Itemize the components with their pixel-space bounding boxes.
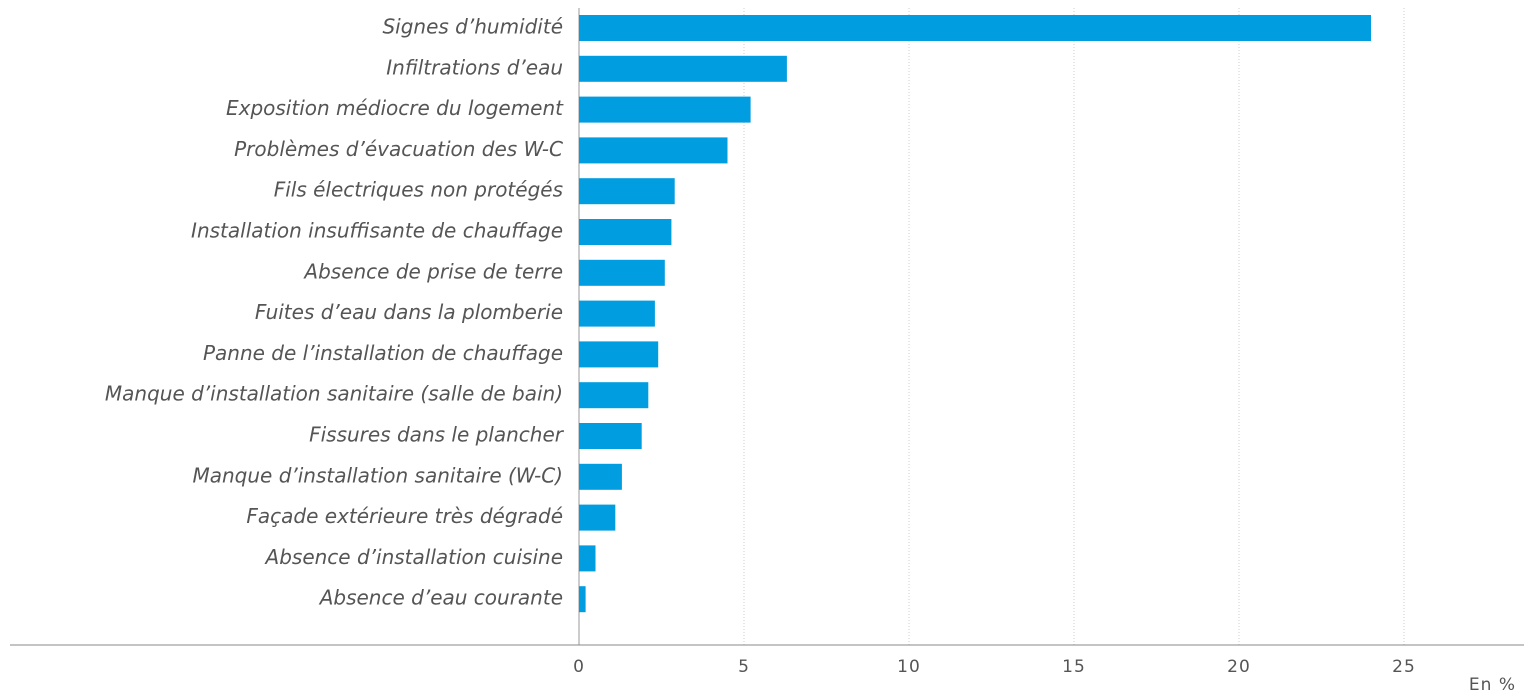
x-tick-label: 10 — [897, 657, 921, 677]
y-tick-label: Manque d’installation sanitaire (W-C) — [192, 463, 563, 487]
y-tick-label: Installation insuffisante de chauffage — [191, 219, 563, 243]
bar — [579, 219, 672, 245]
y-tick-label: Problèmes d’évacuation des W-C — [234, 137, 563, 161]
bar — [579, 96, 751, 123]
y-tick-label: Panne de l’installation de chauffage — [203, 341, 563, 365]
bar — [579, 178, 675, 205]
y-tick-label: Façade extérieure très dégradé — [246, 504, 563, 528]
y-tick-label: Absence de prise de terre — [302, 259, 563, 283]
bar — [579, 545, 596, 572]
y-tick-label: Fuites d’eau dans la plomberie — [255, 300, 563, 324]
y-tick-label: Exposition médiocre du logement — [226, 96, 564, 120]
y-tick-label: Fils électriques non protégés — [274, 178, 563, 202]
y-tick-label: Absence d’installation cuisine — [264, 545, 563, 569]
bar — [579, 15, 1371, 41]
y-tick-label: Fissures dans le plancher — [309, 423, 565, 447]
x-tick-label: 25 — [1392, 657, 1416, 677]
x-tick-label: 5 — [738, 657, 750, 677]
bar — [579, 259, 665, 286]
y-tick-label: Infiltrations d’eau — [386, 55, 563, 79]
x-tick-label: 15 — [1062, 657, 1086, 677]
bar — [579, 586, 586, 613]
bar — [579, 300, 655, 327]
bar — [579, 463, 622, 490]
bar — [579, 341, 659, 368]
bar — [579, 504, 616, 531]
x-axis-label: En % — [1469, 675, 1516, 695]
x-tick-label: 0 — [573, 657, 585, 677]
y-tick-label: Signes d’humidité — [382, 15, 563, 39]
y-tick-label: Manque d’installation sanitaire (salle d… — [105, 382, 563, 406]
bar — [579, 55, 787, 82]
x-tick-label: 20 — [1227, 657, 1251, 677]
bar — [579, 137, 728, 164]
y-tick-label: Absence d’eau courante — [318, 586, 563, 610]
bar — [579, 423, 642, 449]
bar — [579, 382, 649, 409]
